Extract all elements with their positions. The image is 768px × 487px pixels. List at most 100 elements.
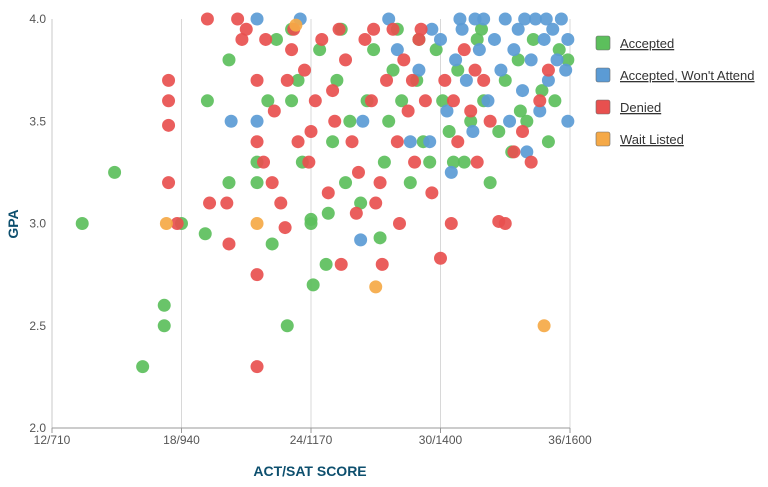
data-point	[306, 278, 320, 292]
data-point	[250, 114, 264, 128]
data-point	[302, 155, 316, 169]
data-point	[222, 53, 236, 67]
x-axis-title: ACT/SAT SCORE	[253, 463, 366, 479]
data-point	[449, 53, 463, 67]
data-point	[455, 22, 469, 36]
data-point	[369, 280, 383, 294]
data-point	[339, 176, 353, 190]
data-point	[377, 155, 391, 169]
data-point	[528, 12, 542, 26]
data-point	[373, 176, 387, 190]
data-point	[354, 196, 368, 210]
data-point	[339, 53, 353, 67]
data-point	[405, 73, 419, 87]
data-point	[390, 43, 404, 57]
data-point	[418, 94, 432, 108]
data-point	[494, 63, 508, 77]
data-point	[537, 319, 551, 333]
data-point	[554, 12, 568, 26]
data-point	[438, 73, 452, 87]
data-point	[403, 135, 417, 149]
data-point	[425, 186, 439, 200]
data-point	[446, 94, 460, 108]
data-point	[250, 12, 264, 26]
data-point	[468, 12, 482, 26]
data-point	[541, 73, 555, 87]
data-point	[412, 32, 426, 46]
data-point	[198, 227, 212, 241]
legend-item[interactable]: Wait Listed	[595, 131, 684, 147]
data-point	[265, 176, 279, 190]
data-point	[434, 32, 447, 46]
data-point	[483, 114, 497, 128]
data-point	[511, 53, 525, 67]
legend-swatch	[595, 99, 611, 115]
x-tick-label: 30/1400	[419, 433, 463, 447]
data-point	[157, 298, 171, 312]
data-point	[533, 94, 547, 108]
data-point	[516, 124, 530, 138]
data-point	[157, 319, 171, 333]
data-point	[298, 63, 312, 77]
data-point	[481, 94, 495, 108]
data-point	[108, 165, 122, 179]
data-point	[250, 135, 264, 149]
data-point	[487, 32, 501, 46]
data-point	[457, 155, 471, 169]
data-point	[468, 63, 482, 77]
data-point	[203, 196, 217, 210]
data-point	[392, 217, 406, 230]
data-point	[222, 176, 236, 190]
data-point	[375, 257, 389, 271]
y-tick-label: 3.0	[29, 217, 46, 231]
data-point	[459, 73, 473, 87]
data-point	[436, 94, 450, 108]
legend-item[interactable]: Accepted	[595, 35, 674, 51]
data-point	[278, 221, 292, 235]
data-point	[250, 217, 264, 230]
data-point	[326, 135, 340, 149]
data-point	[313, 43, 327, 57]
data-point	[356, 114, 370, 128]
data-point	[334, 257, 348, 271]
data-point	[349, 206, 363, 220]
y-tick-label: 3.5	[29, 114, 46, 128]
legend-item[interactable]: Denied	[595, 99, 661, 115]
data-point	[259, 32, 273, 46]
data-point	[498, 12, 512, 26]
data-point	[330, 73, 344, 87]
data-point	[397, 53, 411, 67]
data-point	[548, 94, 562, 108]
data-point	[546, 22, 560, 36]
data-point	[444, 217, 458, 230]
data-point	[162, 73, 176, 87]
data-point	[250, 73, 264, 87]
data-point	[475, 22, 489, 36]
x-tick-label: 36/1600	[548, 433, 592, 447]
data-point	[464, 104, 478, 118]
y-tick-label: 2.5	[29, 319, 46, 333]
data-point	[423, 135, 437, 149]
data-point	[444, 165, 458, 179]
data-point	[535, 84, 549, 98]
data-point	[224, 114, 238, 128]
data-point	[308, 94, 322, 108]
legend-label: Wait Listed	[620, 132, 684, 147]
data-point	[541, 135, 555, 149]
tick-labels: 12/710 18/940 24/1170 30/1400 36/1600 2.0 2.5 3…	[29, 12, 592, 447]
data-points	[75, 12, 575, 374]
data-point	[466, 124, 480, 138]
data-point	[464, 114, 478, 128]
data-point	[472, 43, 486, 57]
data-point	[367, 43, 381, 57]
data-point	[446, 155, 460, 169]
data-point	[390, 135, 404, 149]
data-point	[170, 217, 184, 230]
data-point	[200, 12, 214, 26]
legend-item[interactable]: Accepted, Won't Attend	[595, 67, 755, 83]
data-point	[291, 135, 305, 149]
data-point	[328, 114, 342, 128]
data-point	[492, 124, 506, 138]
legend-swatch	[595, 67, 611, 83]
